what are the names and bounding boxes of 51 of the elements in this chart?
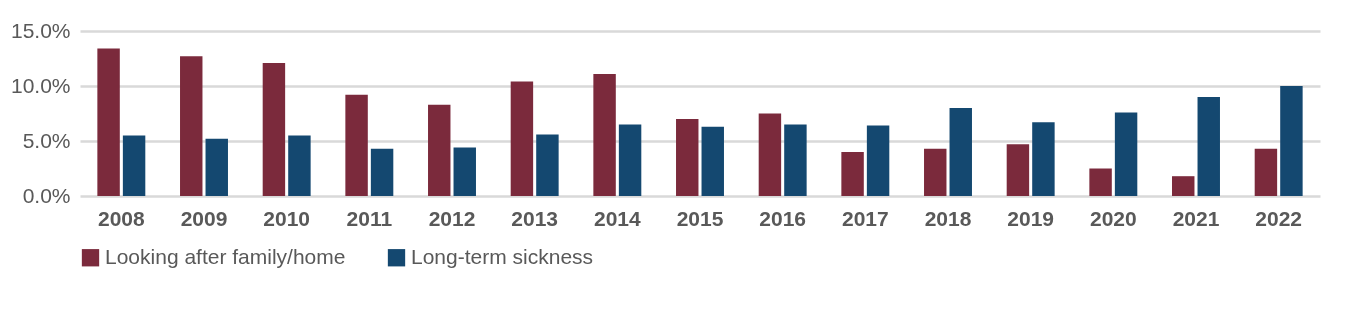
bar [1089, 168, 1112, 196]
x-tick-label: 2021 [1172, 206, 1220, 230]
bar [1280, 86, 1303, 196]
bar [1172, 176, 1195, 196]
bar [428, 104, 451, 196]
x-tick-label: 2022 [1255, 206, 1303, 230]
bar [510, 81, 534, 196]
x-tick-label: 2020 [1089, 206, 1137, 230]
bar [618, 124, 642, 196]
bar [1114, 112, 1138, 196]
x-tick-label: 2015 [676, 206, 724, 230]
legend-label: Looking after family/home [105, 244, 346, 268]
y-tick-label: 15.0% [10, 18, 71, 42]
bar [1032, 122, 1055, 196]
x-tick-label: 2016 [759, 206, 807, 230]
bar [370, 148, 394, 196]
bar [841, 152, 864, 196]
bar [758, 113, 782, 196]
y-tick-label: 0.0% [22, 183, 71, 207]
bar [784, 124, 807, 196]
y-tick-label: 5.0% [22, 128, 71, 152]
bar [262, 62, 286, 196]
x-tick-label: 2008 [97, 206, 146, 230]
bar [866, 125, 890, 196]
bar [536, 134, 559, 196]
x-tick-label: 2012 [428, 206, 476, 230]
bar [345, 94, 368, 196]
bar [1197, 97, 1220, 196]
legend-label: Long-term sickness [411, 244, 594, 268]
bar [453, 147, 476, 196]
bar [593, 73, 616, 196]
x-tick-label: 2013 [511, 206, 559, 230]
x-tick-label: 2019 [1007, 206, 1055, 230]
x-tick-label: 2017 [841, 206, 889, 230]
bar [1254, 148, 1278, 196]
bar [924, 148, 947, 196]
x-tick-label: 2011 [346, 206, 393, 230]
bar [288, 135, 311, 196]
y-tick-label: 10.0% [10, 73, 71, 97]
bar [676, 119, 699, 196]
bar [701, 126, 724, 196]
bar [949, 108, 972, 196]
bar [97, 48, 120, 196]
bar [122, 135, 146, 196]
bar [205, 138, 228, 196]
x-tick-label: 2010 [263, 206, 311, 230]
bar [1006, 144, 1030, 196]
x-tick-label: 2009 [180, 206, 228, 230]
bar [180, 56, 203, 196]
x-tick-label: 2014 [593, 206, 642, 230]
x-tick-label: 2018 [924, 206, 972, 230]
